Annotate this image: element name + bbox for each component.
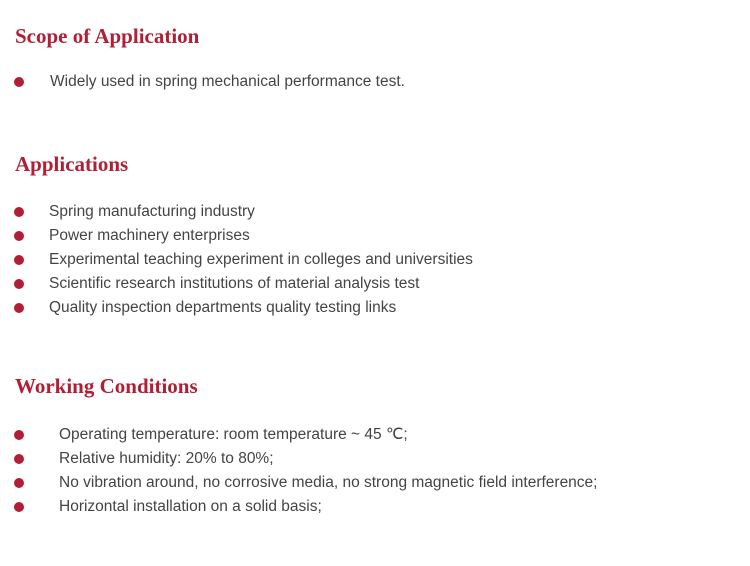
- applications-list: Spring manufacturing industry Power mach…: [0, 200, 750, 320]
- section-title-applications: Applications: [15, 152, 129, 176]
- item-text: Experimental teaching experiment in coll…: [49, 251, 473, 268]
- item-text: Operating temperature: room temperature …: [59, 426, 408, 443]
- bullet-icon: [14, 77, 24, 87]
- bullet-icon: [14, 502, 24, 512]
- list-item: Spring manufacturing industry: [0, 200, 750, 224]
- list-item: Experimental teaching experiment in coll…: [0, 248, 750, 272]
- bullet-icon: [14, 303, 24, 313]
- list-item: Operating temperature: room temperature …: [0, 423, 750, 447]
- bullet-icon: [14, 255, 24, 265]
- section-title-scope: Scope of Application: [15, 24, 200, 48]
- scope-list: Widely used in spring mechanical perform…: [0, 70, 750, 94]
- bullet-icon: [14, 430, 24, 440]
- item-text: Widely used in spring mechanical perform…: [50, 73, 405, 90]
- bullet-icon: [14, 454, 24, 464]
- list-item: Quality inspection departments quality t…: [0, 296, 750, 320]
- item-text: Horizontal installation on a solid basis…: [59, 498, 322, 515]
- bullet-icon: [14, 231, 24, 241]
- item-text: Relative humidity: 20% to 80%;: [59, 450, 274, 467]
- list-item: No vibration around, no corrosive media,…: [0, 471, 750, 495]
- section-title-working-conditions: Working Conditions: [15, 374, 198, 398]
- list-item: Power machinery enterprises: [0, 224, 750, 248]
- bullet-icon: [14, 279, 24, 289]
- item-text: Quality inspection departments quality t…: [49, 299, 397, 316]
- bullet-icon: [14, 207, 24, 217]
- working-conditions-list: Operating temperature: room temperature …: [0, 423, 750, 519]
- item-text: Scientific research institutions of mate…: [49, 275, 420, 292]
- bullet-icon: [14, 478, 24, 488]
- list-item: Widely used in spring mechanical perform…: [0, 70, 750, 94]
- item-text: Spring manufacturing industry: [49, 203, 255, 220]
- list-item: Horizontal installation on a solid basis…: [0, 495, 750, 519]
- list-item: Scientific research institutions of mate…: [0, 272, 750, 296]
- item-text: No vibration around, no corrosive media,…: [59, 474, 598, 491]
- item-text: Power machinery enterprises: [49, 227, 250, 244]
- list-item: Relative humidity: 20% to 80%;: [0, 447, 750, 471]
